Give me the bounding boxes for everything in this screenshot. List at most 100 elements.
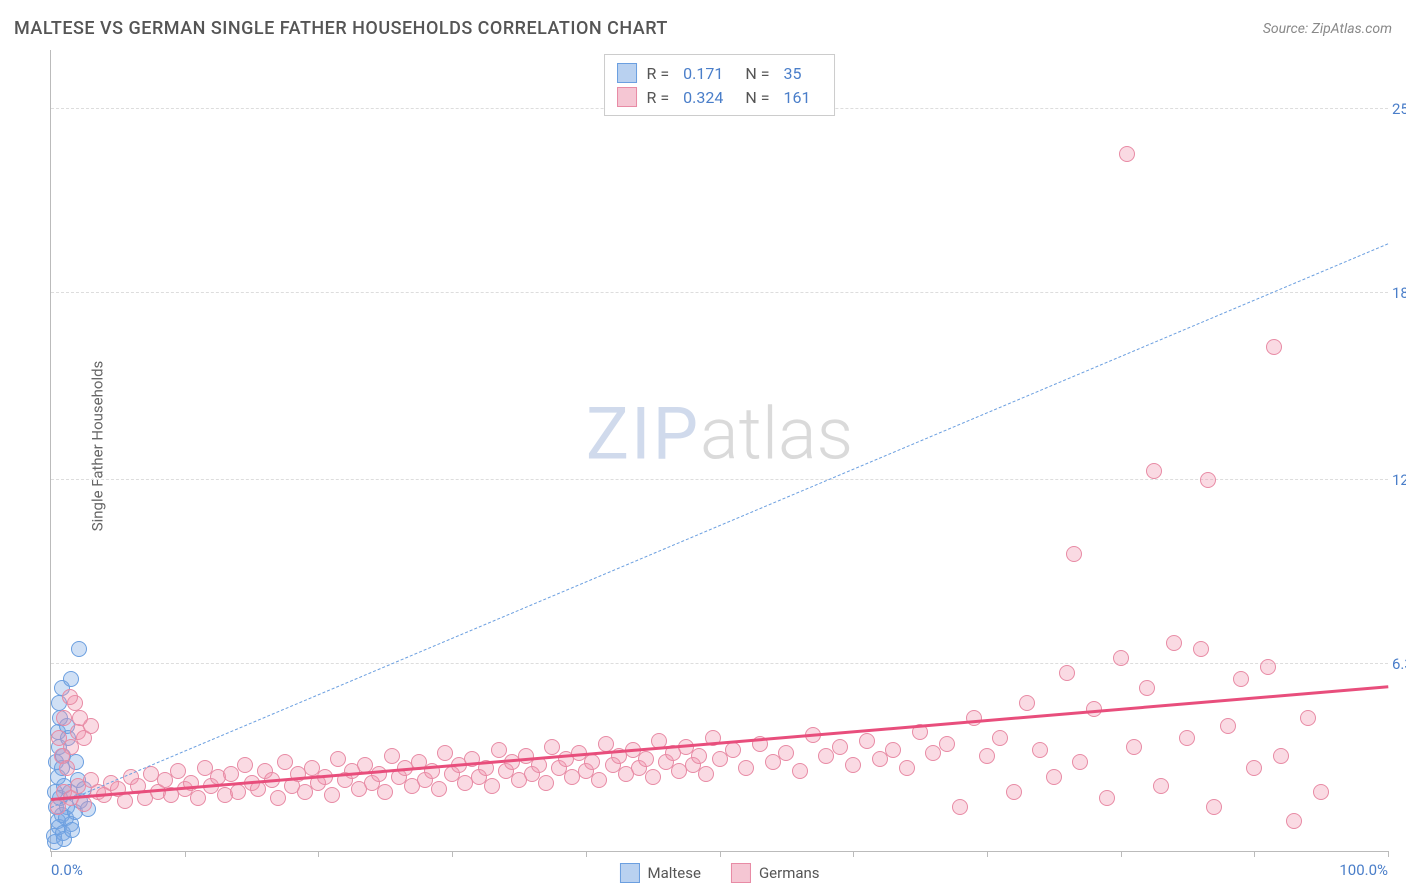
scatter-point <box>237 757 253 773</box>
scatter-point <box>778 745 794 761</box>
correlation-legend: R = 0.171 N = 35 R = 0.324 N = 161 <box>604 54 836 116</box>
scatter-point <box>117 793 133 809</box>
scatter-point <box>1139 680 1155 696</box>
scatter-point <box>845 757 861 773</box>
scatter-point <box>330 751 346 767</box>
plot-region: 6.3%12.5%18.8%25.0%0.0%100.0% <box>51 50 1388 851</box>
scatter-point <box>1006 784 1022 800</box>
legend-item-germans: Germans <box>731 863 820 883</box>
n-value-germans: 161 <box>783 88 810 107</box>
gridline-h <box>51 479 1388 480</box>
scatter-point <box>832 739 848 755</box>
scatter-point <box>64 822 80 838</box>
scatter-point <box>1200 472 1216 488</box>
scatter-point <box>538 775 554 791</box>
scatter-point <box>1166 635 1182 651</box>
scatter-point <box>1246 760 1262 776</box>
scatter-point <box>859 733 875 749</box>
r-label: R = <box>647 88 670 107</box>
scatter-point <box>638 751 654 767</box>
scatter-point <box>371 766 387 782</box>
scatter-point <box>1099 790 1115 806</box>
scatter-point <box>1072 754 1088 770</box>
scatter-point <box>377 784 393 800</box>
chart-title: MALTESE VS GERMAN SINGLE FATHER HOUSEHOL… <box>14 18 668 39</box>
scatter-point <box>952 799 968 815</box>
r-label: R = <box>647 64 670 83</box>
scatter-point <box>899 760 915 776</box>
x-tick <box>318 851 319 857</box>
scatter-point <box>1019 695 1035 711</box>
legend-label-maltese: Maltese <box>647 864 700 882</box>
scatter-point <box>1266 339 1282 355</box>
scatter-point <box>1300 710 1316 726</box>
x-tick <box>987 851 988 857</box>
x-tick <box>1388 851 1389 857</box>
scatter-point <box>1206 799 1222 815</box>
scatter-point <box>59 760 75 776</box>
scatter-point <box>1153 778 1169 794</box>
scatter-point <box>691 748 707 764</box>
x-tick <box>1254 851 1255 857</box>
scatter-point <box>1286 813 1302 829</box>
swatch-maltese <box>619 863 639 883</box>
x-tick-label: 0.0% <box>51 861 83 879</box>
legend-item-maltese: Maltese <box>619 863 700 883</box>
legend-row-maltese: R = 0.171 N = 35 <box>617 61 823 85</box>
scatter-point <box>792 763 808 779</box>
legend-row-germans: R = 0.324 N = 161 <box>617 85 823 109</box>
scatter-point <box>591 772 607 788</box>
scatter-point <box>384 748 400 764</box>
series-legend: Maltese Germans <box>619 863 819 883</box>
trend-line-maltese <box>51 243 1388 808</box>
gridline-h <box>51 663 1388 664</box>
scatter-point <box>1066 546 1082 562</box>
scatter-point <box>72 710 88 726</box>
scatter-point <box>51 730 67 746</box>
scatter-point <box>1179 730 1195 746</box>
r-value-germans: 0.324 <box>683 88 723 107</box>
scatter-point <box>431 781 447 797</box>
scatter-point <box>1046 769 1062 785</box>
x-tick <box>185 851 186 857</box>
scatter-point <box>1193 641 1209 657</box>
scatter-point <box>698 766 714 782</box>
swatch-germans <box>617 87 637 107</box>
x-tick <box>452 851 453 857</box>
x-tick <box>720 851 721 857</box>
scatter-point <box>1260 659 1276 675</box>
y-tick-label: 12.5% <box>1392 471 1406 489</box>
source-label: Source: ZipAtlas.com <box>1263 21 1392 37</box>
scatter-point <box>63 671 79 687</box>
scatter-point <box>645 769 661 785</box>
swatch-maltese <box>617 63 637 83</box>
scatter-point <box>1313 784 1329 800</box>
swatch-germans <box>731 863 751 883</box>
scatter-point <box>992 730 1008 746</box>
scatter-point <box>56 710 72 726</box>
scatter-point <box>1273 748 1289 764</box>
scatter-point <box>491 742 507 758</box>
chart-area: ZIPatlas R = 0.171 N = 35 R = 0.324 N = … <box>50 50 1388 852</box>
scatter-point <box>738 760 754 776</box>
scatter-point <box>1032 742 1048 758</box>
scatter-point <box>1059 665 1075 681</box>
r-value-maltese: 0.171 <box>683 64 723 83</box>
scatter-point <box>270 790 286 806</box>
legend-label-germans: Germans <box>759 864 820 882</box>
scatter-point <box>1126 739 1142 755</box>
scatter-point <box>584 754 600 770</box>
scatter-point <box>277 754 293 770</box>
scatter-point <box>544 739 560 755</box>
y-tick-label: 25.0% <box>1392 100 1406 118</box>
n-label: N = <box>745 88 769 107</box>
gridline-h <box>51 292 1388 293</box>
scatter-point <box>1233 671 1249 687</box>
scatter-point <box>1146 463 1162 479</box>
scatter-point <box>170 763 186 779</box>
x-tick <box>853 851 854 857</box>
x-tick <box>586 851 587 857</box>
scatter-point <box>484 778 500 794</box>
scatter-point <box>190 790 206 806</box>
y-tick-label: 6.3% <box>1392 655 1406 673</box>
